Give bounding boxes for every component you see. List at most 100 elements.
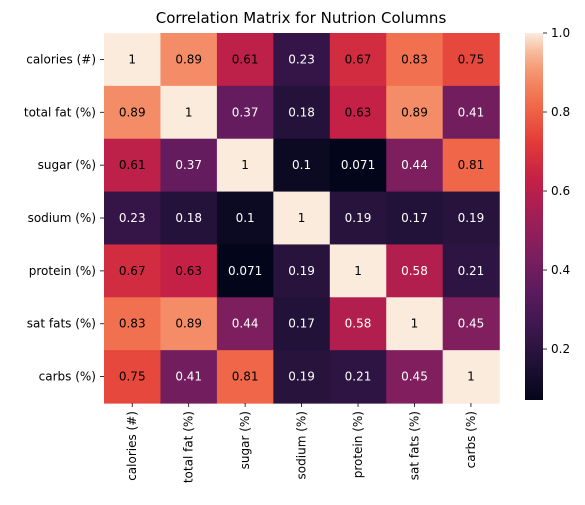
heatmap-cell [386,350,444,404]
heatmap-cell-label: 0.23 [119,211,146,225]
heatmap-cell [216,350,274,404]
heatmap-cell-label: 0.58 [345,317,372,331]
heatmap-cell-label: 0.1 [236,211,255,225]
heatmap-cell [104,85,162,140]
heatmap-cell [160,191,218,246]
heatmap-cell-label: 1 [354,264,362,278]
heatmap-cell-label: 0.63 [345,105,372,119]
heatmap-cell-label: 0.81 [458,158,485,172]
heatmap-cell [160,244,218,298]
heatmap-cell-label: 0.75 [458,52,485,66]
heatmap-cell [442,244,500,298]
heatmap-cell [104,191,162,246]
heatmap-cell-label: 0.18 [175,211,202,225]
row-labels: calories (#) total fat (%) sugar (%) sodium… [24,52,104,384]
heatmap-cell-label: 0.83 [119,317,146,331]
heatmap-cell-label: 0.071 [228,264,262,278]
heatmap-cell [329,297,387,351]
heatmap-cell [329,138,387,193]
heatmap-cell [273,85,331,140]
heatmap-cell-label: 0.61 [232,52,259,66]
heatmap-cell-label: 1 [241,158,249,172]
heatmap-cell-label: 0.17 [401,211,428,225]
heatmap-cell-label: 0.75 [119,370,146,384]
column-label: calories (#) [125,411,139,481]
heatmap-cell-label: 1 [467,370,475,384]
heatmap-cell-label: 0.23 [288,52,315,66]
heatmap-cell-label: 0.19 [288,370,315,384]
heatmap-cell-label: 1 [128,52,136,66]
heatmap-cell-label: 0.89 [401,105,428,119]
heatmap-cell [386,85,444,140]
colorbar-tick-label: 0.4 [551,263,570,277]
heatmap-cell-label: 0.44 [232,317,259,331]
heatmap-cell-label: 0.071 [341,158,375,172]
row-label: carbs (%) [39,370,96,384]
heatmap-cell [160,138,218,193]
heatmap-cell [442,138,500,193]
heatmap-cell [216,191,274,246]
heatmap-cell-label: 0.37 [232,105,259,119]
heatmap-cell [273,297,331,351]
heatmap-cell [104,138,162,193]
heatmap-cell-label: 0.37 [175,158,202,172]
heatmap-cell-label: 1 [298,211,306,225]
heatmap-cell-label: 0.89 [175,317,202,331]
heatmap-cell [386,244,444,298]
heatmap-cell [216,297,274,351]
heatmap-cell [273,350,331,404]
heatmap-cell-label: 0.19 [458,211,485,225]
heatmap-cell [386,297,444,351]
heatmap-cell [442,191,500,246]
heatmap-cell [104,244,162,298]
heatmap-cell [216,244,274,298]
heatmap-cell [273,244,331,298]
row-label: sat fats (%) [27,317,96,331]
heatmap-cell-label: 0.21 [458,264,485,278]
heatmap-cell [386,33,444,87]
colorbar-tick-label: 1.0 [551,26,570,40]
heatmap-cell-label: 0.67 [345,52,372,66]
colorbar-tick-label: 0.2 [551,342,570,356]
column-label: sat fats (%) [407,411,421,480]
heatmap-cell [442,33,500,87]
heatmap-cell [329,244,387,298]
heatmap-cell-label: 0.21 [345,370,372,384]
column-labels: calories (#) total fat (%) sugar (%) sodium… [125,403,478,483]
heatmap-cell [442,85,500,140]
heatmap-cell-label: 0.18 [288,105,315,119]
heatmap-cell [273,191,331,246]
column-label: total fat (%) [182,411,196,483]
heatmap-cell [160,297,218,351]
heatmap-cell-label: 0.89 [175,52,202,66]
heatmap-cell-label: 0.61 [119,158,146,172]
colorbar-gradient [525,33,543,400]
heatmap-cell-label: 0.67 [119,264,146,278]
row-label: calories (#) [26,52,96,66]
heatmap-cell-label: 0.17 [288,317,315,331]
heatmap-cell [104,297,162,351]
column-label: sodium (%) [295,411,309,479]
heatmap-cell [160,33,218,87]
heatmap-cell [216,85,274,140]
column-label: protein (%) [351,411,365,478]
heatmap-cell [329,191,387,246]
row-label: protein (%) [29,264,96,278]
heatmap-cell-label: 0.1 [292,158,311,172]
heatmap-cell-label: 0.45 [458,317,485,331]
heatmap-cell [329,85,387,140]
heatmap-cell [104,33,162,87]
heatmap-cell-label: 0.19 [345,211,372,225]
heatmap-cell [104,350,162,404]
heatmap-cell [329,33,387,87]
heatmap-cell-label: 0.41 [175,370,202,384]
heatmap-cell-label: 0.89 [119,105,146,119]
heatmap-cell [216,138,274,193]
heatmap-cell [442,297,500,351]
heatmap-cell [273,138,331,193]
column-label: sugar (%) [238,411,252,469]
heatmap-cell [442,350,500,404]
heatmap-cell-label: 0.83 [401,52,428,66]
heatmap-cell-label: 0.63 [175,264,202,278]
